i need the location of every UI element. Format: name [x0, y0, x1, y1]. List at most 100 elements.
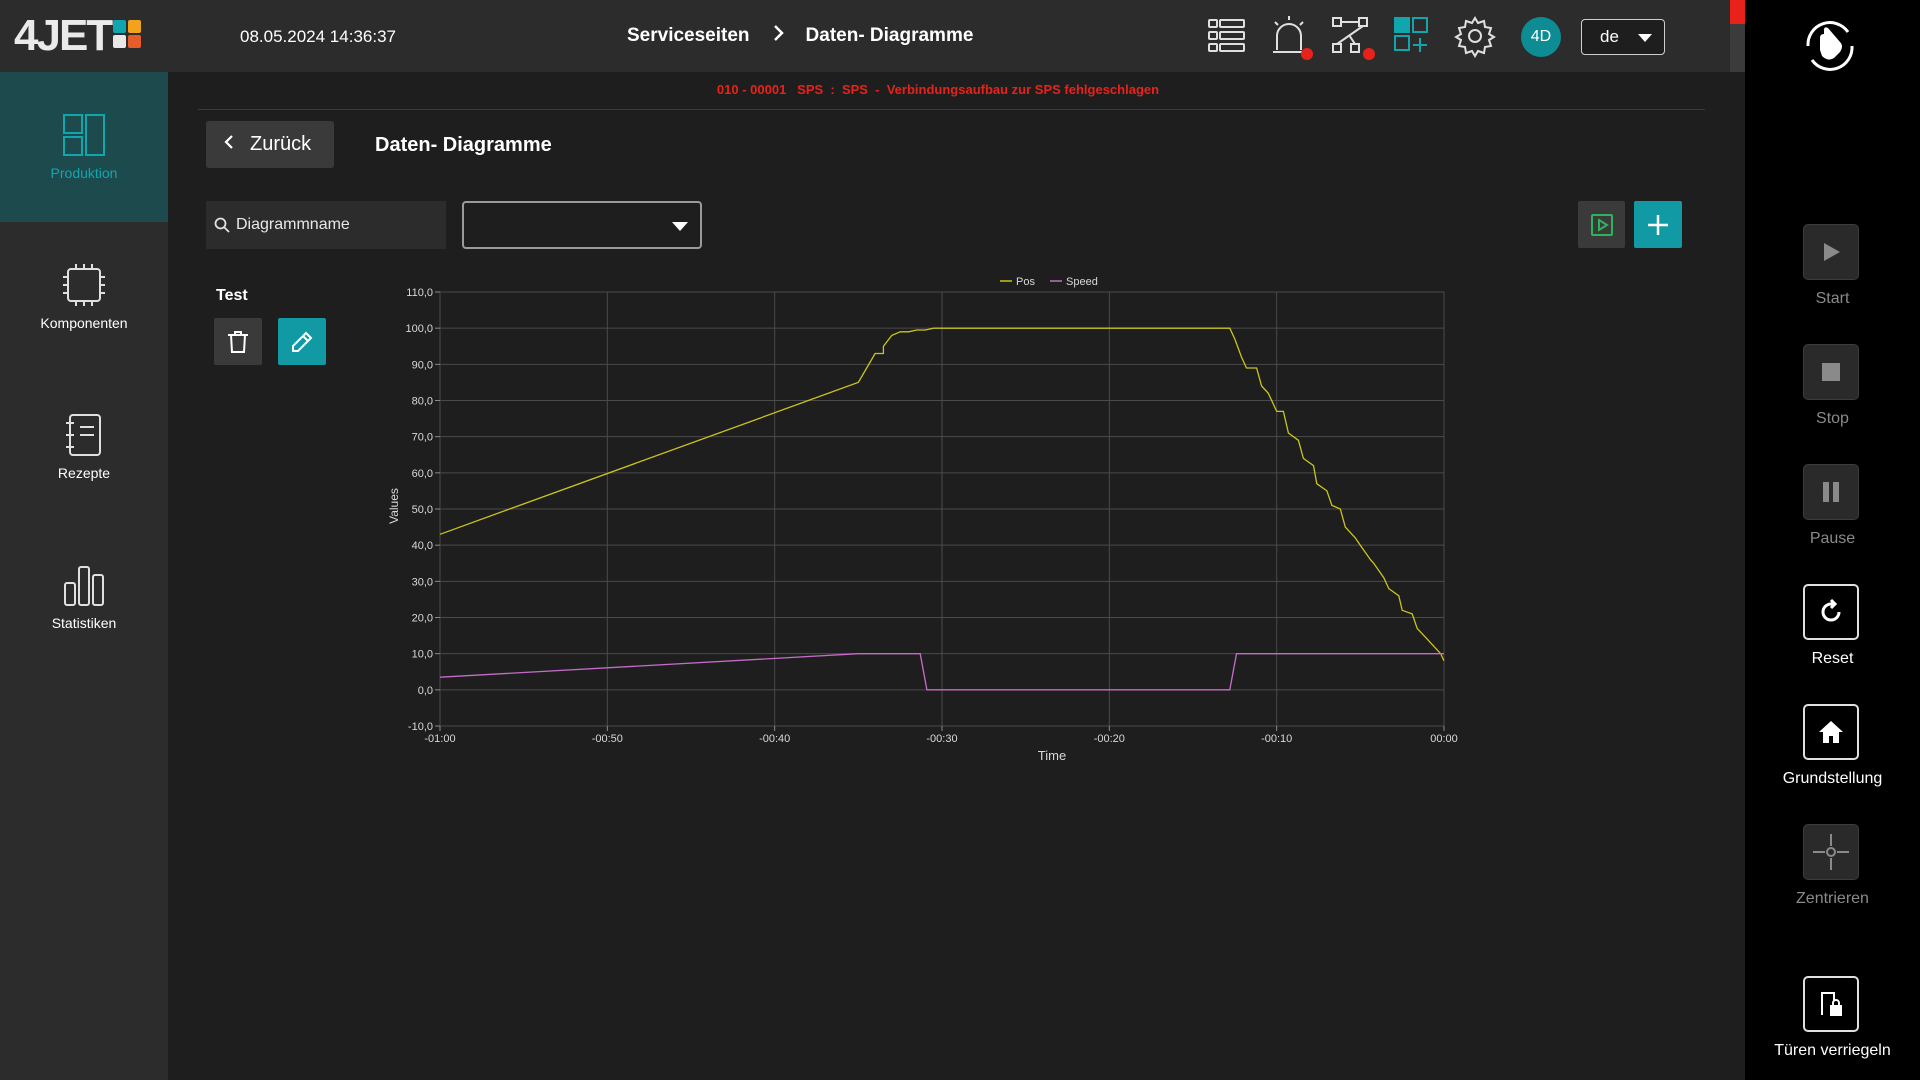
modules-add-icon[interactable]: [1391, 14, 1435, 58]
search-input[interactable]: [236, 216, 436, 234]
chart-series: [439, 327, 1445, 691]
y-tick-label: 80,0: [412, 396, 433, 408]
center-button[interactable]: [1803, 824, 1859, 880]
chart-legend: Pos Speed: [1000, 276, 1098, 288]
x-tick-label: 00:00: [1430, 733, 1458, 745]
status-indicator-bar: [1730, 24, 1745, 72]
chevron-left-icon: [224, 133, 234, 156]
production-layout-icon: [63, 114, 105, 156]
home-button[interactable]: [1803, 704, 1859, 760]
sidebar: Produktion Komponenten Rezepte Statistik…: [0, 72, 168, 1080]
status-indicator-red: [1730, 0, 1745, 24]
chart-grid: [439, 291, 1445, 727]
y-tick-label: 70,0: [412, 432, 433, 444]
legend-label-speed: Speed: [1066, 276, 1098, 288]
stop-icon: [1822, 363, 1840, 381]
chip-icon: [63, 264, 105, 306]
x-tick-label: -01:00: [424, 733, 455, 745]
x-tick-label: -00:10: [1261, 733, 1292, 745]
diagram-select[interactable]: [462, 201, 702, 249]
home-label: Grundstellung: [1782, 770, 1883, 787]
sidebar-item-komponenten[interactable]: Komponenten: [0, 222, 168, 372]
search-box: [206, 201, 446, 249]
alarm-indicator-dot: [1301, 48, 1313, 60]
sidebar-item-rezepte[interactable]: Rezepte: [0, 372, 168, 522]
center-label: Zentrieren: [1796, 890, 1869, 907]
y-tick-label: 40,0: [412, 540, 433, 552]
breadcrumb-current: Daten- Diagramme: [805, 24, 974, 46]
language-value: de: [1600, 27, 1619, 46]
x-axis-ticks: -01:00 -00:50 -00:40 -00:30 -00:20 -00:10 00:0…: [424, 726, 1458, 745]
language-select[interactable]: de: [1581, 19, 1665, 55]
door-lock-button[interactable]: [1803, 976, 1859, 1032]
pause-button[interactable]: [1803, 464, 1859, 520]
y-tick-label: 110,0: [406, 287, 433, 299]
sidebar-item-label: Produktion: [50, 165, 118, 181]
y-tick-label: 50,0: [412, 504, 433, 516]
app-logo: 4JET: [14, 11, 142, 60]
y-tick-label: 30,0: [412, 576, 433, 588]
door-lock-icon: [1821, 992, 1842, 1016]
add-diagram-button[interactable]: [1634, 201, 1682, 248]
y-tick-label: 90,0: [412, 359, 433, 371]
play-button[interactable]: [1578, 201, 1625, 248]
back-button[interactable]: Zurück: [206, 121, 334, 168]
settings-gear-icon[interactable]: [1453, 14, 1497, 58]
start-button[interactable]: [1803, 224, 1859, 280]
logo-squares: [113, 20, 142, 48]
datetime: 08.05.2024 14:36:37: [240, 27, 396, 46]
caret-down-icon: [1638, 34, 1652, 42]
y-tick-label: 0,0: [418, 685, 433, 697]
back-label: Zurück: [250, 133, 312, 155]
list-view-icon[interactable]: [1205, 14, 1249, 58]
diagram-name: Test: [216, 287, 248, 304]
y-tick-label: 100,0: [405, 323, 433, 335]
breadcrumb-serviceseiten[interactable]: Serviceseiten: [627, 24, 750, 46]
start-label: Start: [1815, 290, 1850, 307]
hand-logo-icon: [1800, 16, 1860, 76]
trash-icon: [228, 330, 248, 353]
pause-label: Pause: [1809, 530, 1856, 547]
legend-label-pos: Pos: [1016, 276, 1035, 288]
pencil-icon: [292, 331, 313, 352]
top-bar: 4JET 08.05.2024 14:36:37 Serviceseiten D…: [0, 0, 1745, 72]
reset-label: Reset: [1811, 650, 1854, 667]
stop-button[interactable]: [1803, 344, 1859, 400]
network-indicator-dot: [1363, 48, 1375, 60]
sidebar-item-label: Komponenten: [40, 315, 128, 331]
edit-button[interactable]: [278, 318, 326, 365]
play-icon: [1824, 243, 1840, 261]
line-chart: -10,0 0,0 10,0 20,0 30,0 40,0 50,0 60,0 70,0 80,0…: [387, 276, 1458, 763]
series-line-pos: [439, 327, 1445, 662]
plus-icon: [1648, 214, 1668, 235]
chevron-right-icon: [772, 24, 784, 47]
sidebar-item-produktion[interactable]: Produktion: [0, 72, 168, 222]
x-axis-label: Time: [1038, 748, 1066, 763]
caret-down-icon: [672, 222, 688, 231]
x-tick-label: -00:40: [759, 733, 790, 745]
play-square-icon: [1590, 213, 1613, 236]
delete-button[interactable]: [214, 318, 262, 365]
x-tick-label: -00:50: [592, 733, 623, 745]
y-tick-label: 10,0: [412, 649, 433, 661]
y-axis-ticks: -10,0 0,0 10,0 20,0 30,0 40,0 50,0 60,0 70,0 80,0…: [405, 287, 440, 733]
y-tick-label: 60,0: [412, 468, 433, 480]
alarm-light-icon[interactable]: [1267, 14, 1313, 60]
error-message: 010 - 00001 SPS : SPS - Verbindungsaufba…: [716, 82, 1160, 97]
recipe-notebook-icon: [66, 414, 101, 456]
network-icon[interactable]: [1329, 14, 1375, 60]
reset-button[interactable]: [1803, 584, 1859, 640]
sidebar-item-statistiken[interactable]: Statistiken: [0, 522, 168, 672]
divider: [198, 109, 1705, 110]
reset-icon: [1821, 599, 1841, 622]
bar-stats-icon: [64, 566, 104, 606]
avatar[interactable]: 4D: [1521, 17, 1561, 57]
center-crosshair-icon: [1813, 834, 1849, 870]
y-tick-label: -10,0: [408, 721, 433, 733]
door-lock-label: Türen verriegeln: [1774, 1042, 1891, 1059]
home-icon: [1819, 721, 1843, 743]
page-title: Daten- Diagramme: [375, 134, 552, 156]
right-control-panel: [1745, 0, 1920, 1080]
sidebar-item-label: Statistiken: [51, 615, 117, 631]
logo-text: 4JET: [14, 11, 113, 60]
